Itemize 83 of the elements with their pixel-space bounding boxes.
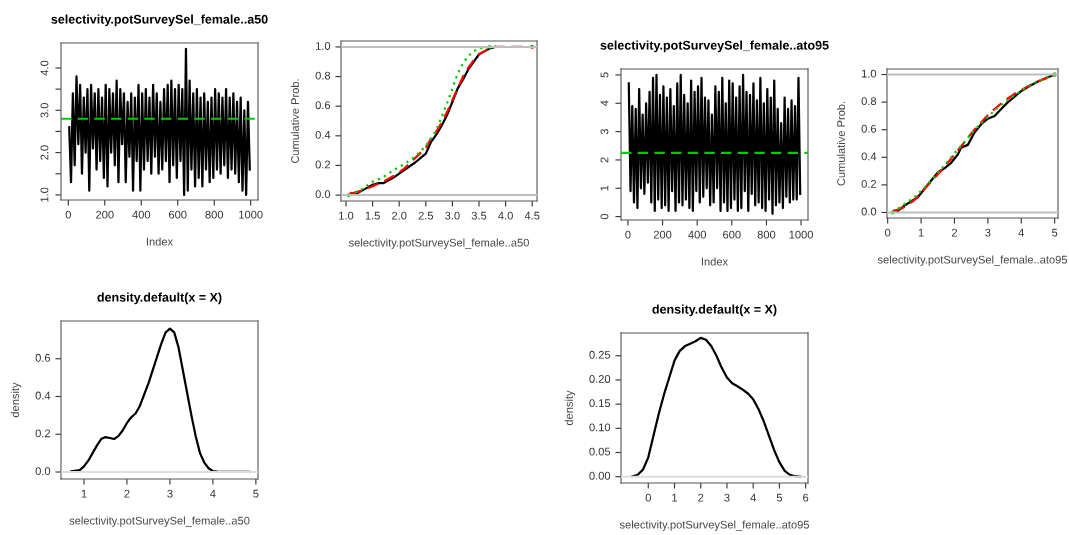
x-tick-label: 800 [205, 210, 224, 219]
y-tick-label: 0.4 [35, 391, 51, 400]
x-tick-label: 400 [688, 230, 707, 239]
x-tick-label: 3.5 [471, 211, 487, 220]
x-tick-label: 600 [723, 230, 741, 239]
chart-title: selectivity.potSurveySel_female..a50 [51, 14, 268, 27]
x-axis-title: Index [146, 237, 173, 246]
x-tick-label: 2 [124, 489, 130, 498]
y-tick-label: 1.0 [861, 69, 877, 78]
y-axis-title: density [10, 382, 22, 418]
y-tick-label: 2 [600, 157, 609, 163]
y-axis-title: Cumulative Prob. [290, 79, 300, 164]
y-tick-label: 1.0 [40, 187, 49, 202]
x-tick-label: 400 [132, 210, 151, 219]
y-tick-label: 0.0 [861, 207, 877, 216]
x-tick-label: 4 [1018, 228, 1025, 237]
y-axis-title: density [564, 390, 576, 426]
x-tick-label: 0 [645, 493, 651, 502]
x-axis-title: selectivity.potSurveySel_female..a50 [348, 238, 529, 249]
x-axis-title: selectivity.potSurveySel_female..ato95 [877, 255, 1068, 266]
y-tick-label: 0.6 [35, 353, 51, 362]
y-tick-label: 4 [600, 100, 609, 107]
y-tick-label: 4.0 [40, 60, 49, 76]
x-tick-label: 5 [776, 493, 783, 502]
x-tick-label: 2 [951, 228, 957, 237]
x-tick-label: 3 [724, 493, 730, 502]
y-tick-label: 0.20 [589, 375, 611, 383]
x-axis-title: Index [701, 257, 728, 266]
x-tick-label: 0 [625, 230, 631, 239]
y-tick-label: 0.8 [315, 71, 331, 80]
y-tick-label: 5 [600, 72, 609, 78]
y-tick-label: 0.05 [589, 447, 611, 456]
x-tick-label: 3 [985, 228, 991, 237]
x-tick-label: 1 [918, 228, 924, 237]
y-axis-title: Cumulative Prob. [836, 101, 846, 186]
x-tick-label: 0 [65, 210, 71, 219]
y-tick-label: 0.0 [315, 190, 331, 199]
x-tick-label: 2.0 [392, 211, 407, 220]
x-tick-label: 200 [653, 230, 672, 239]
x-tick-label: 4 [750, 493, 756, 502]
chart-title: density.default(x = X) [97, 292, 222, 305]
y-tick-label: 0.2 [35, 429, 51, 438]
y-tick-label: 0.0 [35, 467, 51, 475]
x-tick-label: 3 [167, 489, 173, 498]
x-tick-label: 2.5 [418, 211, 434, 220]
x-tick-label: 2 [698, 493, 704, 502]
x-tick-label: 5 [253, 489, 259, 498]
x-tick-label: 1.5 [365, 211, 380, 220]
y-tick-label: 0.4 [861, 152, 877, 161]
x-tick-label: 1000 [239, 210, 263, 219]
x-tick-label: 1 [672, 493, 678, 502]
y-tick-label: 0.6 [861, 124, 877, 133]
x-tick-label: 600 [169, 210, 187, 219]
x-tick-label: 3.0 [445, 211, 460, 220]
y-tick-label: 2.0 [40, 145, 49, 160]
y-tick-label: 0.4 [315, 130, 331, 139]
y-tick-label: 3.0 [40, 103, 49, 118]
x-axis-title: selectivity.potSurveySel_female..ato95 [619, 520, 810, 531]
y-tick-label: 0.2 [861, 180, 877, 188]
x-tick-label: 1000 [789, 230, 813, 239]
y-tick-label: 0.2 [315, 160, 331, 169]
y-tick-label: 1 [600, 185, 609, 191]
x-tick-label: 5 [1052, 228, 1058, 237]
y-tick-label: 0.6 [315, 101, 331, 110]
x-tick-label: 4.0 [498, 211, 513, 220]
x-tick-label: 800 [757, 230, 776, 239]
x-tick-label: 1 [81, 489, 87, 498]
x-tick-label: 6 [803, 493, 809, 502]
y-tick-label: 0.00 [589, 471, 611, 480]
y-tick-label: 3 [600, 129, 609, 135]
x-tick-label: 1.0 [339, 211, 354, 220]
chart-title: density.default(x = X) [652, 304, 777, 317]
y-tick-label: 1.0 [315, 42, 331, 50]
x-axis-title: selectivity.potSurveySel_female..a50 [69, 516, 250, 527]
x-tick-label: 4 [210, 489, 216, 498]
chart-title: selectivity.potSurveySel_female..ato95 [600, 40, 829, 53]
x-tick-label: 200 [96, 210, 114, 219]
y-tick-label: 0.10 [589, 423, 611, 432]
y-tick-label: 0.8 [861, 97, 877, 106]
x-tick-label: 4.5 [524, 211, 540, 220]
y-tick-label: 0.15 [589, 399, 611, 408]
x-tick-label: 0 [885, 228, 891, 237]
y-tick-label: 0.25 [589, 350, 611, 359]
